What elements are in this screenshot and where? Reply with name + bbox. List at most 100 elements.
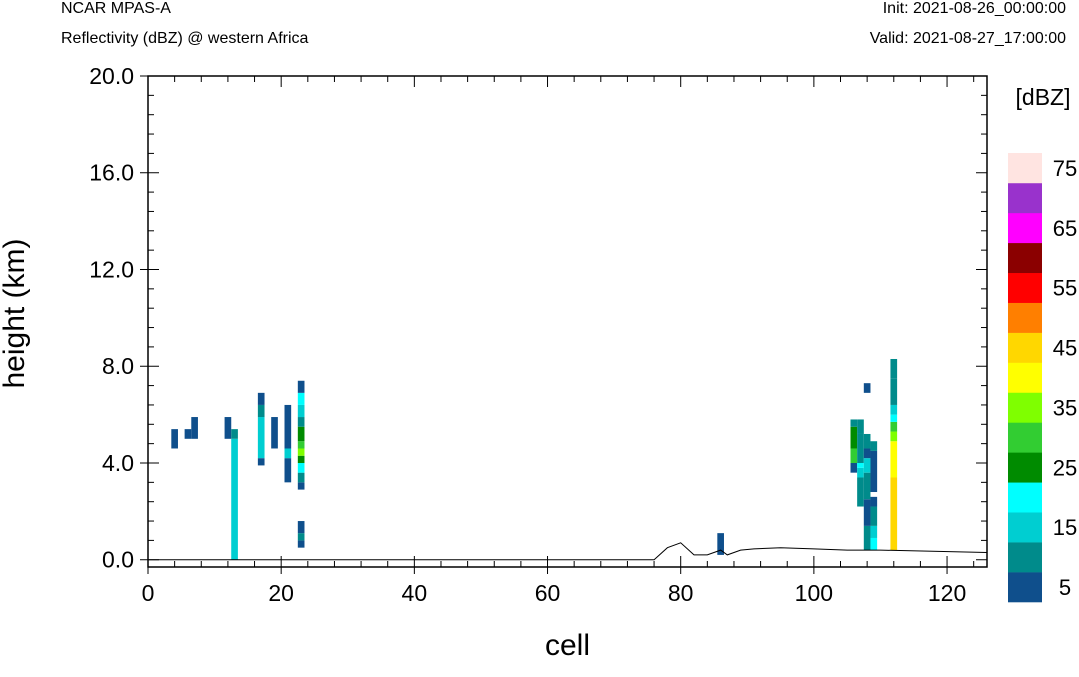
colorbar-tick-label: 15: [1053, 515, 1077, 540]
reflectivity-cell: [857, 467, 864, 478]
reflectivity-cell: [297, 540, 305, 548]
y-tick-label: 16.0: [89, 160, 134, 186]
x-tick-label: 40: [402, 580, 428, 606]
reflectivity-cell: [224, 417, 232, 439]
y-tick-label: 20.0: [89, 63, 134, 89]
colorbar-swatch: [1008, 452, 1042, 483]
reflectivity-cell: [890, 421, 898, 432]
colorbar-tick-label: 75: [1053, 156, 1077, 181]
axis-ticks: [140, 75, 987, 574]
reflectivity-cell: [297, 521, 305, 534]
reflectivity-cell: [850, 463, 858, 473]
reflectivity-cell: [863, 525, 871, 551]
reflectivity-cell: [857, 419, 864, 434]
y-tick-label: 12.0: [89, 256, 134, 282]
reflectivity-cell: [191, 417, 198, 439]
reflectivity-cell: [297, 392, 305, 405]
reflectivity-cell: [297, 417, 305, 427]
reflectivity-cell: [890, 404, 898, 415]
reflectivity-cell: [863, 499, 871, 526]
reflectivity-cell: [890, 441, 898, 478]
colorbar-swatch: [1008, 242, 1042, 274]
reflectivity-cell: [171, 429, 178, 449]
x-tick-label: 120: [928, 580, 966, 606]
colorbar-tick-label: 25: [1053, 455, 1077, 480]
y-tick-label: 8.0: [102, 353, 134, 379]
colorbar: [dBZ] 5 15 25 35 45 55 65 75: [1008, 84, 1077, 603]
reflectivity-cell: [297, 533, 305, 541]
reflectivity-cell: [297, 380, 305, 393]
valid-time: Valid: 2021-08-27_17:00:00: [869, 30, 1066, 47]
colorbar-swatch: [1008, 572, 1042, 603]
x-tick-label: 80: [668, 580, 694, 606]
reflectivity-cell: [297, 448, 305, 456]
reflectivity-cell: [890, 358, 898, 379]
reflectivity-cell: [257, 458, 265, 466]
reflectivity-cell: [870, 450, 878, 493]
reflectivity-cell: [850, 448, 858, 463]
reflectivity-cell: [271, 417, 278, 449]
reflectivity-cell: [297, 441, 305, 449]
reflectivity-cell: [231, 438, 238, 560]
reflectivity-cell: [863, 472, 871, 500]
reflectivity-cell: [231, 429, 238, 439]
reflectivity-cell: [257, 404, 265, 418]
reflectivity-cell: [890, 431, 898, 442]
reflectivity-cell: [870, 441, 878, 451]
reflectivity-cell: [297, 426, 305, 442]
colorbar-swatch: [1008, 542, 1042, 573]
terrain-line: [148, 542, 988, 561]
reflectivity-cell: [890, 477, 898, 551]
reflectivity-cell: [857, 433, 864, 463]
reflectivity-cell: [890, 378, 898, 405]
reflectivity-cell: [297, 472, 305, 483]
reflectivity-cell: [857, 463, 864, 468]
reflectivity-cell: [870, 506, 878, 526]
reflectivity-cell: [870, 525, 878, 538]
colorbar-swatch: [1008, 512, 1042, 543]
reflectivity-cell: [863, 433, 871, 449]
colorbar-swatch: [1008, 482, 1042, 513]
reflectivity-cell: [890, 414, 898, 422]
reflectivity-cell: [257, 417, 265, 459]
colorbar-swatch: [1008, 182, 1042, 214]
reflectivity-cell: [284, 404, 292, 449]
colorbar-unit-label: [dBZ]: [1016, 84, 1071, 110]
colorbar-tick-label: 5: [1059, 575, 1071, 600]
reflectivity-cell: [863, 383, 871, 393]
reflectivity-cell: [870, 537, 878, 551]
colorbar-swatch: [1008, 153, 1042, 184]
x-tick-label: 100: [795, 580, 833, 606]
x-tick-label: 20: [268, 580, 294, 606]
colorbar-tick-label: 35: [1053, 395, 1077, 420]
reflectivity-cell: [184, 429, 192, 439]
model-title: NCAR MPAS-A: [61, 0, 171, 17]
reflectivity-cell: [284, 448, 292, 459]
terrain-polyline: [148, 542, 988, 561]
reflectivity-cell: [297, 455, 305, 463]
axis-labels: 0 20 40 60 80 100 120 0.0 4.0 8.0 12.0 16.0 20.0 cell…: [0, 63, 966, 662]
field-subtitle: Reflectivity (dBZ) @ western Africa: [61, 30, 309, 47]
colorbar-tick-label: 65: [1053, 216, 1077, 241]
reflectivity-cell: [863, 458, 871, 473]
reflectivity-cell: [717, 533, 724, 555]
colorbar-tick-label: 55: [1053, 276, 1077, 301]
reflectivity-cell: [257, 392, 265, 405]
colorbar-tick-label: 45: [1053, 336, 1077, 361]
reflectivity-cell: [857, 477, 864, 507]
reflectivity-cells: [171, 358, 898, 560]
reflectivity-cell: [850, 426, 858, 449]
y-tick-label: 0.0: [102, 547, 134, 573]
colorbar-swatch: [1008, 392, 1042, 423]
x-tick-label: 0: [142, 580, 155, 606]
colorbar-swatch: [1008, 422, 1042, 453]
reflectivity-cell: [297, 404, 305, 418]
reflectivity-cell: [870, 496, 878, 507]
x-axis-title: cell: [545, 629, 590, 662]
reflectivity-cell: [284, 458, 292, 483]
y-axis-title: height (km): [0, 238, 31, 388]
reflectivity-cell: [850, 419, 858, 427]
colorbar-swatch: [1008, 272, 1042, 303]
y-tick-label: 4.0: [102, 450, 134, 476]
